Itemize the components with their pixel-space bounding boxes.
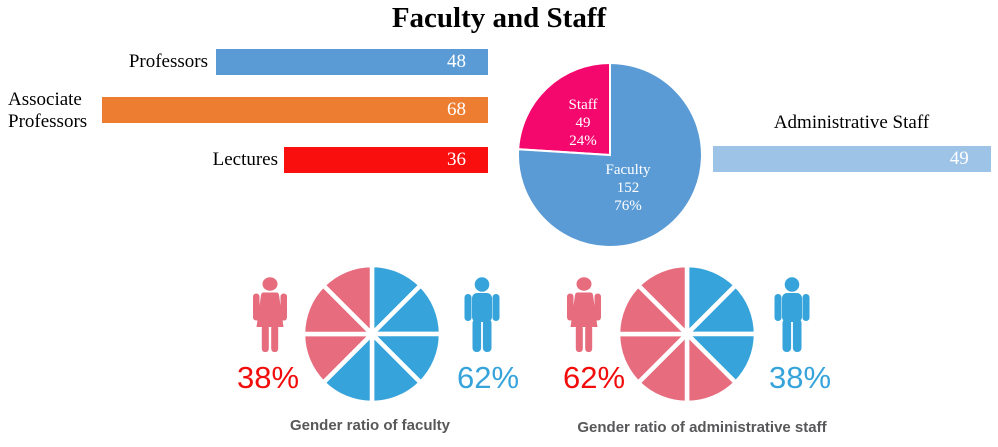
male-icon (770, 276, 814, 361)
pie-label-staff: Staff 49 24% (568, 97, 598, 149)
bar-lectures: 36 (283, 147, 488, 173)
caption-gender-admin: Gender ratio of administrative staff (577, 419, 827, 436)
female-icon (248, 276, 292, 361)
male-pct-admin: 38% (768, 360, 832, 395)
bar-label-lectures: Lectures (212, 149, 278, 170)
admin-staff-label: Administrative Staff (773, 112, 930, 133)
pie-svg (517, 61, 703, 248)
bar-associate-professors: 68 (102, 97, 488, 123)
pie-slice-faculty (517, 61, 703, 248)
pie-label-faculty: Faculty 152 76% (605, 162, 651, 214)
female-pct-faculty: 38% (236, 360, 300, 395)
petal-female (635, 262, 690, 337)
male-icon (460, 276, 504, 361)
pie-slice-staff (517, 61, 611, 157)
caption-gender-faculty: Gender ratio of faculty (289, 417, 451, 434)
bar-label-professors: Professors (128, 51, 208, 72)
bar-label-associate-professors: Associate Professors (8, 89, 88, 132)
faculty-staff-pie-chart: Staff 49 24% Faculty 152 76% (515, 60, 705, 250)
bar-administrative-staff: 49 (713, 146, 991, 172)
petal-female (320, 262, 375, 337)
petal-chart-faculty (300, 262, 444, 406)
page-title: Faculty and Staff (391, 2, 607, 34)
male-pct-faculty: 62% (456, 360, 520, 395)
female-icon (562, 276, 606, 361)
petal-chart-admin-staff (615, 262, 759, 406)
bar-professors: 48 (215, 49, 488, 75)
female-pct-admin: 62% (562, 360, 626, 395)
